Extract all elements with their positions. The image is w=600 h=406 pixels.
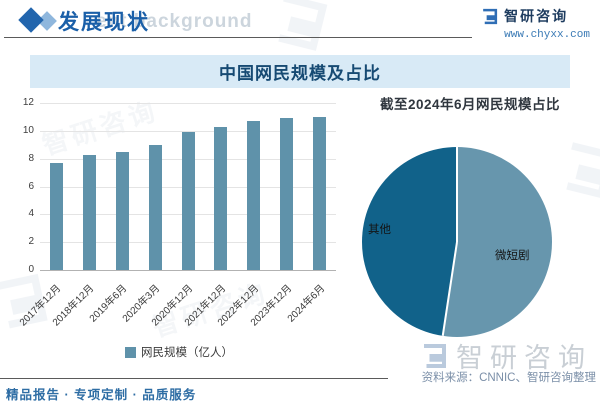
- bar: [247, 121, 261, 270]
- brand-logo-icon: [424, 343, 446, 368]
- y-tick-label: 8: [28, 152, 34, 164]
- footer-brand-watermark: 智研咨询: [419, 336, 592, 375]
- bar: [49, 162, 63, 270]
- pie-slice-label-other: 其他: [368, 224, 391, 236]
- legend-swatch-icon: [125, 346, 136, 358]
- brand-logo-icon: [483, 8, 498, 25]
- footer-tagline: 精品报告 · 专项定制 · 品质服务: [6, 388, 197, 402]
- gridline: [40, 130, 336, 132]
- y-tick-label: 0: [28, 264, 34, 275]
- x-axis-line: [40, 270, 336, 271]
- y-tick-label: 12: [22, 97, 34, 108]
- watermark-logo-icon: [549, 134, 600, 212]
- header-divider: [4, 37, 472, 38]
- legend-label: 网民规模（亿人）: [141, 347, 233, 359]
- footer-brand-watermark-text: 智研咨询: [456, 343, 592, 373]
- pie-circle: [362, 147, 552, 337]
- bar-chart: 0 2 4 6 8 10 12 2017年12月 2018年12月 2019年6月 2020年3月 2…: [18, 96, 340, 368]
- diamond-dark-icon: [18, 7, 44, 33]
- y-tick-label: 10: [22, 124, 34, 136]
- y-tick-label: 4: [28, 208, 34, 220]
- bar: [214, 126, 228, 270]
- brand-logo: 智研咨询 www.chyxx.com: [480, 6, 590, 41]
- pie-slice-label-duanju: 微短剧: [495, 250, 530, 262]
- data-source-note: 资料来源：CNNIC、智研咨询整理: [421, 372, 596, 384]
- gridline: [40, 103, 336, 104]
- bar: [313, 116, 327, 270]
- bar: [181, 132, 195, 270]
- bar: [115, 151, 129, 270]
- section-diamond-icon: [14, 6, 58, 34]
- y-tick-label: 6: [28, 180, 34, 192]
- chart-title: 中国网民规模及占比: [219, 64, 381, 83]
- pie-chart: 截至2024年6月网民规模占比 微短剧 其他: [342, 90, 598, 348]
- background-watermark-text: ent background: [96, 11, 253, 32]
- watermark-logo-icon: [0, 266, 56, 342]
- bar: [148, 144, 162, 270]
- brand-name: 智研咨询: [504, 8, 569, 24]
- watermark-logo-icon: [261, 0, 335, 63]
- bar: [82, 154, 96, 270]
- y-tick-label: 2: [28, 236, 34, 248]
- pie-chart-title: 截至2024年6月网民规模占比: [379, 97, 561, 112]
- section-title: 发展现状: [58, 11, 150, 34]
- footer-divider: [0, 378, 388, 379]
- bar-chart-legend: 网民规模（亿人）: [18, 344, 340, 360]
- bar-chart-plot-area: 0 2 4 6 8 10 12 2017年12月 2018年12月 2019年6月 2020年3月 2…: [18, 97, 336, 329]
- bar: [280, 118, 294, 270]
- pie-slice-divider: [441, 241, 458, 337]
- chart-title-banner: 中国网民规模及占比: [30, 55, 570, 88]
- pie-slice-divider: [456, 147, 458, 242]
- brand-url: www.chyxx.com: [504, 29, 590, 41]
